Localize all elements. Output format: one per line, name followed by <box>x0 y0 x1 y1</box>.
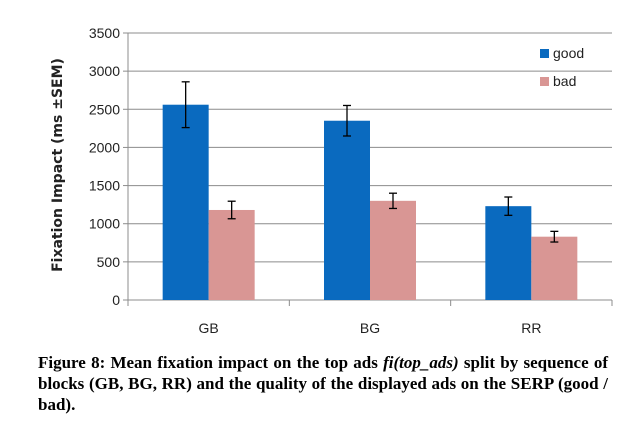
caption-suffix: split by sequence of blocks (GB, BG, RR)… <box>38 353 608 414</box>
bar-bad-RR <box>531 236 578 300</box>
y-tick-label: 2500 <box>89 101 120 117</box>
y-tick-label: 1500 <box>89 178 120 194</box>
bar-good-RR <box>485 206 532 300</box>
y-tick-label: 500 <box>97 254 121 270</box>
x-tick-label: RR <box>521 320 541 336</box>
x-tick-label: BG <box>360 320 380 336</box>
legend-label-bad: bad <box>553 73 576 89</box>
legend: good bad <box>540 45 584 89</box>
y-tick-label: 3000 <box>89 63 120 79</box>
bar-bad-GB <box>208 209 255 300</box>
bar-good-BG <box>324 120 370 300</box>
bar-good-GB <box>162 104 209 300</box>
caption-prefix: Figure 8: Mean fixation impact on the to… <box>38 353 384 372</box>
legend-label-good: good <box>553 45 584 61</box>
chart: 0 500 1000 1500 2000 2500 3000 3500 GB BG RR good b… <box>50 25 613 336</box>
legend-swatch-bad <box>540 77 549 86</box>
figure-caption: Figure 8: Mean fixation impact on the to… <box>38 352 608 415</box>
y-tick-label: 3500 <box>89 25 120 41</box>
y-axis-label: Fixation Impact (ms ±SEM) <box>50 58 66 272</box>
x-tick-label: GB <box>199 320 219 336</box>
y-tick-label: 1000 <box>89 216 120 232</box>
legend-swatch-good <box>540 49 549 58</box>
bar-bad-BG <box>370 200 416 300</box>
y-tick-label: 0 <box>112 292 120 308</box>
bars <box>162 81 578 300</box>
y-tick-label: 2000 <box>89 139 120 155</box>
tick-labels: 0 500 1000 1500 2000 2500 3000 3500 GB BG RR <box>89 25 542 336</box>
caption-emphasis: fi(top_ads) <box>383 353 459 372</box>
